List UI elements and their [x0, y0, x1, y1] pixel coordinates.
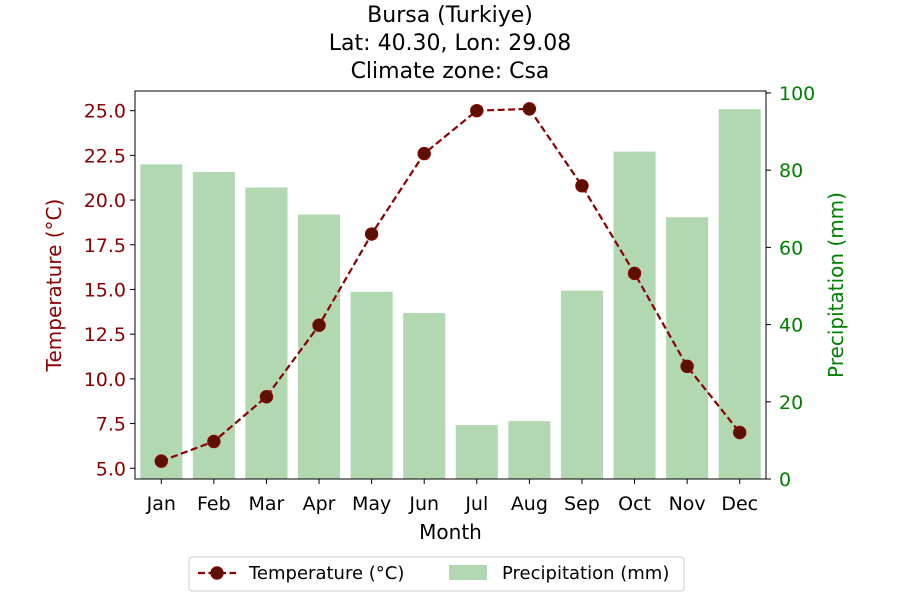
temperature-point	[470, 103, 484, 118]
temperature-point	[364, 227, 379, 241]
left-axis-tick-label: 10.0	[84, 369, 126, 391]
precipitation-bars	[140, 109, 761, 480]
temperature-point	[522, 102, 537, 116]
left-axis-tick-label: 12.5	[84, 324, 126, 346]
chart-title-line: Climate zone: Csa	[351, 59, 550, 84]
x-axis-label: Month	[419, 520, 482, 544]
left-axis-tick-label: 22.5	[84, 145, 126, 167]
precipitation-bar	[666, 217, 709, 479]
temperature-point	[575, 179, 589, 193]
left-axis-tick-label: 15.0	[84, 279, 126, 301]
right-axis-tick-label: 60	[779, 237, 803, 259]
left-axis-tick-label: 25.0	[84, 101, 126, 123]
temperature-line-group	[154, 102, 747, 468]
precipitation-bar	[403, 312, 446, 479]
left-axis-tick-label: 20.0	[84, 190, 126, 212]
chart-title: Bursa (Turkiye) Lat: 40.30, Lon: 29.08 Cli…	[329, 3, 571, 84]
x-axis-tick-label: Jan	[146, 493, 176, 515]
x-axis-tick-label: Mar	[249, 493, 285, 515]
x-axis-tick-label: Sep	[564, 493, 600, 515]
temperature-line	[160, 107, 741, 463]
left-axis-tick-label: 5.0	[96, 458, 126, 480]
x-axis-tick-label: Dec	[721, 493, 758, 515]
precipitation-bar	[718, 109, 761, 480]
temperature-point	[154, 454, 168, 468]
precipitation-bar	[350, 291, 393, 479]
right-axis-tick-label: 40	[779, 315, 803, 337]
right-axis-tick-label: 0	[779, 469, 791, 491]
legend-temperature-label: Temperature (°C)	[248, 563, 404, 584]
temperature-point	[312, 318, 326, 332]
precipitation-bar	[455, 424, 498, 479]
x-axis-tick-label: Oct	[618, 493, 651, 515]
left-y-axis-label: Temperature (°C)	[42, 199, 66, 373]
left-axis-tick-label: 7.5	[96, 414, 126, 436]
chart-title-line: Bursa (Turkiye)	[367, 3, 533, 28]
right-axis-tick-label: 20	[779, 392, 803, 414]
temperature-point	[259, 390, 274, 404]
right-axis: 0 20 40 60 80 100	[766, 83, 815, 491]
temperature-point	[417, 146, 431, 161]
legend-precipitation-label: Precipitation (mm)	[502, 563, 669, 584]
x-axis-tick-label: Jun	[408, 493, 439, 515]
temperature-point	[733, 425, 747, 440]
precipitation-bar	[245, 187, 288, 480]
legend: Temperature (°C) Precipitation (mm)	[188, 556, 685, 592]
x-axis-tick-label: May	[352, 493, 391, 515]
chart-title-line: Lat: 40.30, Lon: 29.08	[329, 31, 571, 56]
left-axis: 5.0 7.5 10.0 12.5 15.0 17.5 20.0 22.5 25.0	[84, 101, 135, 480]
legend-temperature-marker	[210, 566, 224, 580]
temperature-point	[680, 359, 694, 374]
temperature-point	[207, 434, 221, 449]
precipitation-bar	[140, 164, 183, 479]
left-axis-tick-label: 17.5	[84, 235, 126, 257]
precipitation-bar	[298, 214, 341, 479]
x-axis-tick-label: Feb	[197, 493, 231, 515]
right-axis-tick-label: 100	[779, 83, 815, 105]
precipitation-bar	[613, 151, 656, 480]
x-axis-tick-label: Apr	[303, 493, 336, 515]
precipitation-bar	[560, 290, 603, 479]
x-axis: Jan Feb Mar Apr May Jun Jul Aug Sep Oct Nov Dec	[146, 479, 758, 515]
precipitation-bar	[192, 172, 235, 479]
x-axis-tick-label: Nov	[669, 493, 706, 515]
legend-box	[188, 556, 685, 592]
right-y-axis-label: Precipitation (mm)	[824, 192, 848, 378]
precipitation-bar	[508, 421, 551, 479]
x-axis-tick-label: Jul	[464, 493, 488, 515]
right-axis-tick-label: 80	[779, 160, 803, 182]
temperature-point	[627, 266, 642, 281]
plot-frame	[134, 90, 767, 480]
x-axis-tick-label: Aug	[511, 493, 548, 515]
legend-precipitation-swatch	[449, 565, 487, 580]
